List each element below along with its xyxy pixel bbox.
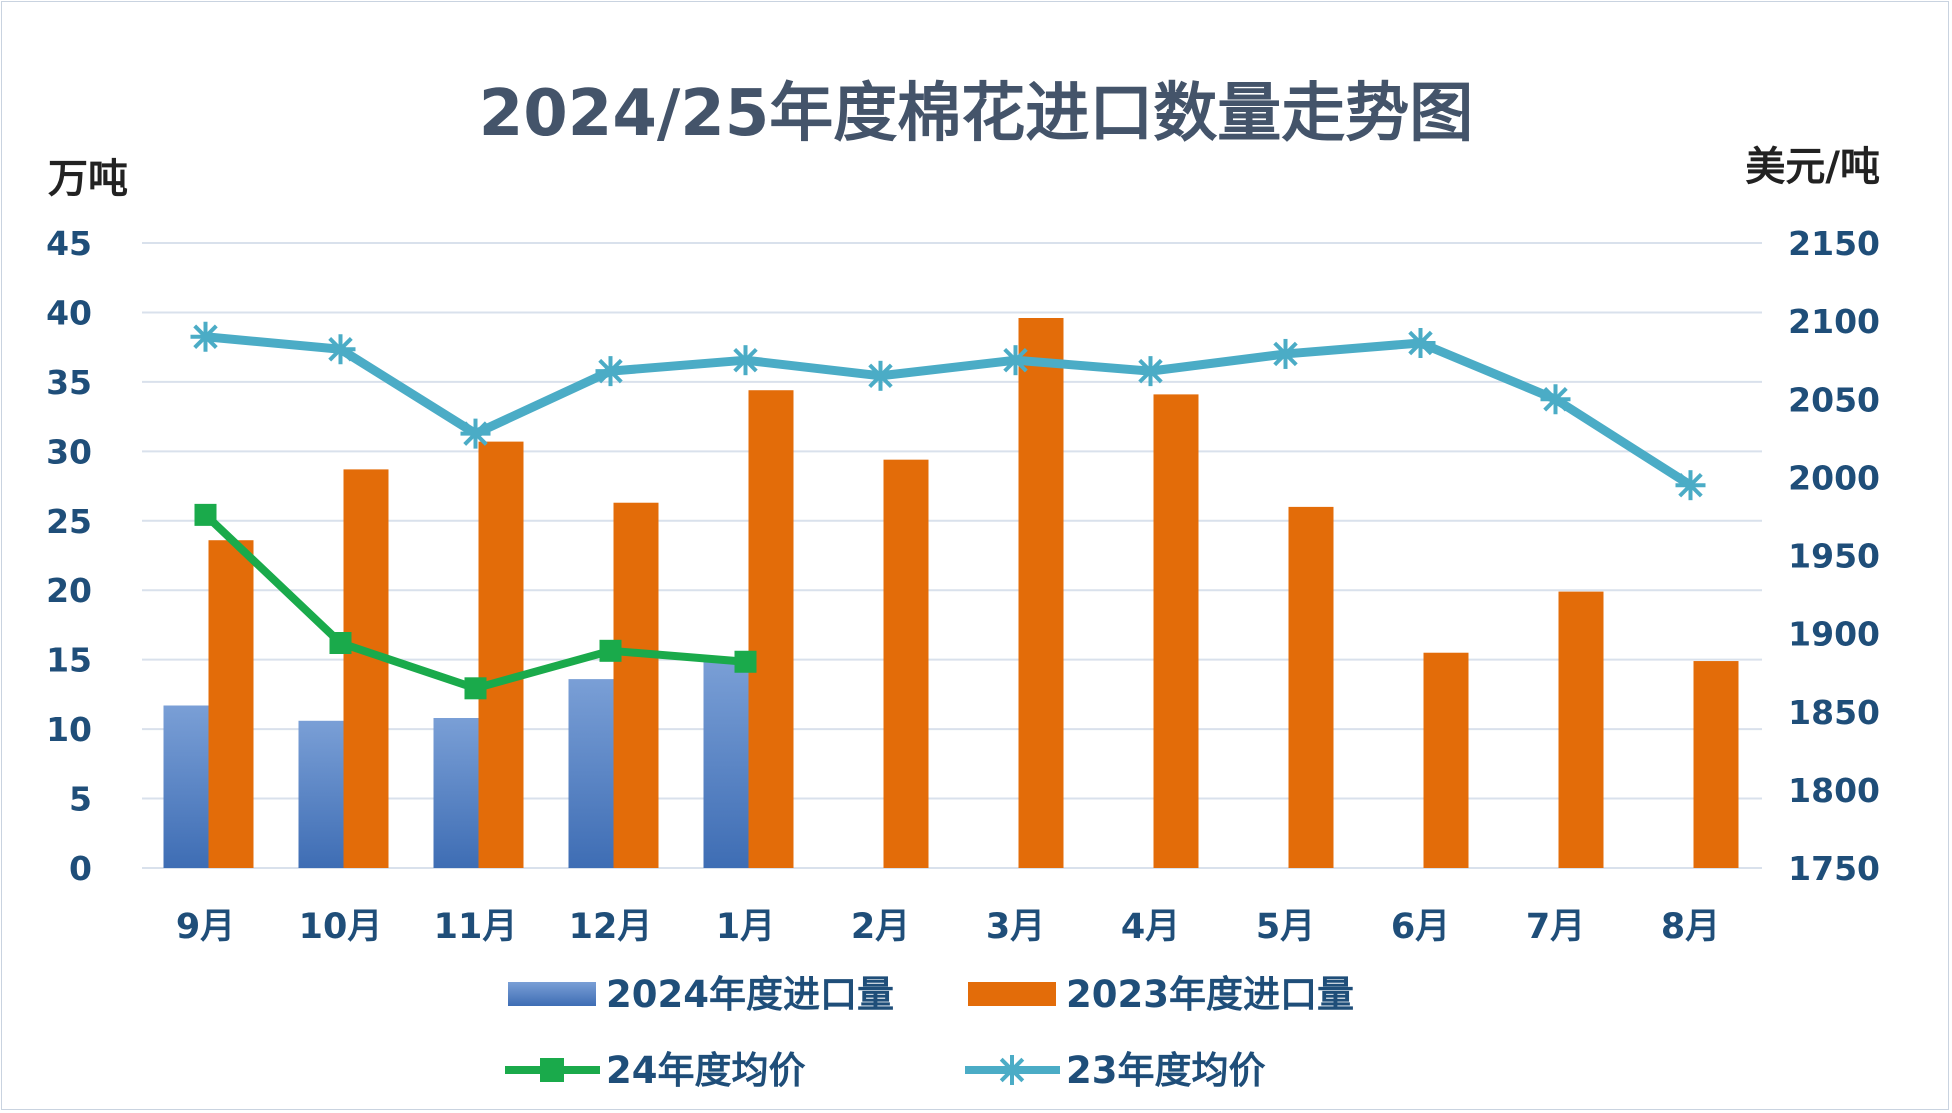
point-24-avg-price [194,503,217,526]
line-series [190,321,1706,700]
line-23-avg-price [201,332,1695,490]
bar-2024-volume [298,720,344,868]
right-axis-unit: 美元/吨 [1745,144,1880,190]
point-23-avg-price [1135,356,1166,387]
left-tick-label: 40 [46,293,92,332]
bar-2024-volume [568,679,614,868]
bar-2023-volume [748,390,794,868]
bar-2023-volume [478,441,524,868]
x-axis: 9月 10月 11月 12月 1月 2月 3月 4月 5月 6月 7月 8月 [176,907,1720,947]
legend-marker-23-avg-price [997,1055,1027,1085]
point-23-avg-price [325,334,356,365]
right-tick-label: 1750 [1788,849,1880,888]
x-tick-label: 8月 [1661,907,1720,947]
point-23-avg-price [1675,470,1706,501]
point-24-avg-price [734,650,757,673]
left-tick-label: 35 [46,363,92,402]
legend-swatch-2024-volume [508,982,596,1006]
bar-2023-volume [1423,652,1469,868]
x-tick-label: 1月 [716,907,775,947]
legend-item-24-avg-price: 24年度均价 [505,1049,806,1092]
bar-2023-volume [343,469,389,868]
bar-2024-volume [433,718,479,868]
bar-2024-volume [703,659,749,868]
legend-item-2023-volume: 2023年度进口量 [968,973,1354,1016]
right-tick-label: 1850 [1788,693,1880,732]
right-tick-label: 1950 [1788,537,1880,576]
legend-item-2024-volume: 2024年度进口量 [508,973,894,1016]
chart-title: 2024/25年度棉花进口数量走势图 [479,77,1474,151]
left-tick-label: 25 [46,502,92,541]
left-axis: 0 5 10 15 20 25 30 35 40 45 [46,224,92,888]
point-23-avg-price [730,345,761,376]
point-23-avg-price [1405,328,1436,358]
point-24-avg-price [329,632,352,654]
bar-2023-volume [208,540,254,868]
right-tick-label: 2100 [1788,302,1880,341]
x-tick-label: 3月 [986,907,1045,947]
left-tick-label: 15 [46,641,92,680]
bar-2024-volume [163,705,209,868]
legend-swatch-2023-volume [968,982,1056,1006]
point-24-avg-price [599,639,622,662]
point-24-avg-price [464,677,487,700]
right-tick-label: 2150 [1788,224,1880,263]
point-23-avg-price [595,356,626,387]
point-23-avg-price [1540,384,1571,415]
legend-label-24-avg-price: 24年度均价 [606,1049,806,1092]
x-tick-label: 9月 [176,907,235,947]
left-tick-label: 30 [46,432,92,471]
point-23-avg-price [190,321,221,352]
right-tick-label: 2000 [1788,458,1880,497]
x-tick-label: 6月 [1391,907,1450,947]
right-tick-label: 2050 [1788,380,1880,419]
bar-2023-volume [1693,661,1739,868]
left-tick-label: 10 [46,710,92,749]
x-tick-label: 2月 [851,907,910,947]
bar-2023-volume [613,502,659,868]
bar-2023-volume [1288,506,1334,868]
right-tick-label: 1900 [1788,615,1880,654]
point-23-avg-price [865,360,896,391]
legend-label-2024-volume: 2024年度进口量 [606,973,894,1016]
point-23-avg-price [1000,345,1031,376]
left-axis-unit: 万吨 [48,156,128,202]
legend-star-glyph [997,1055,1027,1085]
x-tick-label: 10月 [299,907,383,947]
point-23-avg-price [460,418,491,449]
legend-label-2023-volume: 2023年度进口量 [1066,973,1354,1016]
bar-2023-volume [1153,394,1199,868]
gridlines [142,242,1762,869]
point-23-avg-price [1270,338,1301,369]
line-24-avg-price [201,510,750,693]
bar-series [163,318,1739,868]
bar-2023-volume [1558,591,1604,868]
left-tick-label: 0 [69,849,92,888]
x-tick-label: 7月 [1526,907,1585,947]
left-tick-label: 5 [69,780,92,819]
left-tick-label: 45 [46,224,92,263]
right-axis: 1750 1800 1850 1900 1950 2000 2050 2100 2150 [1788,224,1880,888]
x-tick-label: 12月 [569,907,653,947]
x-tick-label: 4月 [1121,907,1180,947]
bar-2023-volume [1018,318,1064,868]
legend-item-23-avg-price: 23年度均价 [965,1049,1266,1092]
legend: 2024年度进口量 2023年度进口量 24年度均价 23年度均价 [505,973,1354,1092]
left-tick-label: 20 [46,571,92,610]
bar-2023-volume [883,459,929,868]
x-tick-label: 5月 [1256,907,1315,947]
legend-label-23-avg-price: 23年度均价 [1066,1049,1266,1092]
right-tick-label: 1800 [1788,771,1880,810]
legend-marker-24-avg-price [540,1058,564,1082]
x-tick-label: 11月 [434,907,518,947]
